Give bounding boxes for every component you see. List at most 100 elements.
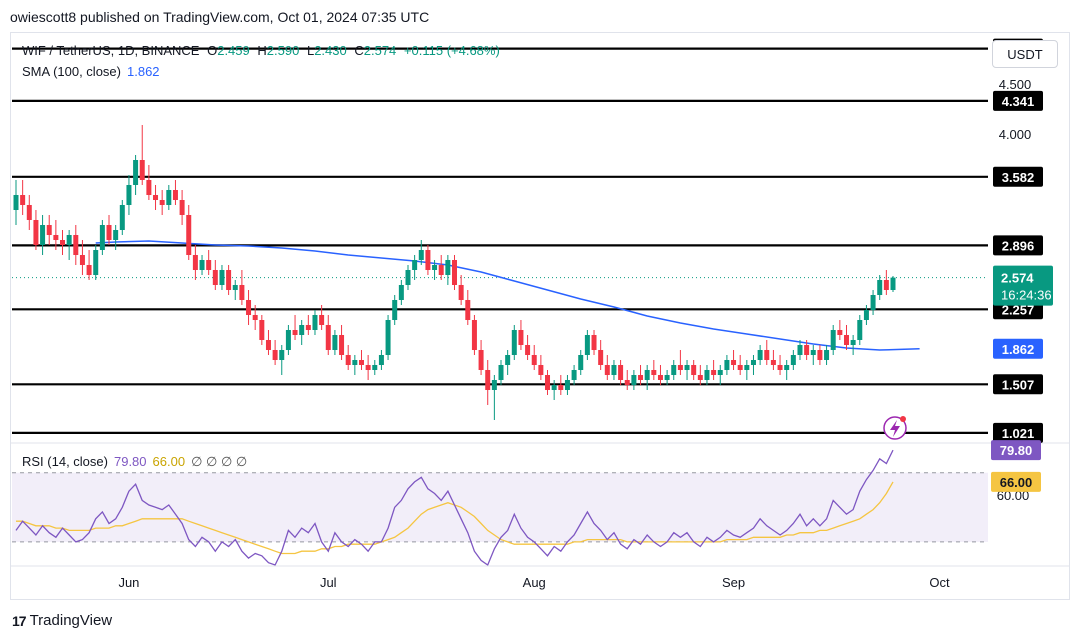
candle-body	[399, 285, 404, 300]
time-axis-label: Oct	[929, 575, 950, 590]
candle-body	[578, 355, 583, 370]
level-label: 4.341	[1002, 94, 1035, 109]
candle-body	[432, 265, 437, 270]
candle-body	[585, 335, 590, 355]
candle-body	[47, 225, 52, 235]
low-value: 2.430	[314, 43, 347, 58]
candle-body	[226, 270, 231, 290]
candle-body	[572, 370, 577, 380]
change-value: +0.115 (+4.68%)	[404, 43, 500, 58]
candle-body	[512, 330, 517, 355]
time-axis-label: Aug	[523, 575, 546, 590]
candle-body	[259, 320, 264, 340]
level-label: 1.021	[1002, 426, 1035, 441]
candle-body	[339, 335, 344, 355]
candle-body	[93, 250, 98, 275]
candle-body	[665, 375, 670, 380]
candle-body	[877, 280, 882, 295]
candle-body	[386, 320, 391, 355]
candle-body	[778, 365, 783, 370]
candle-body	[532, 355, 537, 365]
candle-body	[631, 375, 636, 385]
candle-body	[844, 335, 849, 345]
candle-body	[658, 375, 663, 380]
candle-body	[352, 360, 357, 365]
price-tick-label: 4.000	[999, 127, 1032, 142]
candle-body	[771, 360, 776, 365]
candle-body	[40, 225, 45, 245]
time-axis-label: Jul	[320, 575, 337, 590]
candle-body	[412, 260, 417, 270]
candle-body	[153, 195, 158, 200]
close-label: C	[354, 43, 363, 58]
candle-body	[246, 300, 251, 315]
candle-body	[253, 315, 258, 320]
candle-body	[711, 370, 716, 375]
level-label: 3.582	[1002, 170, 1035, 185]
sma-line	[96, 241, 920, 350]
candle-body	[60, 240, 65, 245]
candle-body	[638, 375, 643, 380]
candle-body	[525, 345, 530, 355]
high-value: 2.590	[267, 43, 300, 58]
candle-body	[166, 190, 171, 205]
candle-body	[758, 350, 763, 360]
close-value: 2.574	[364, 43, 397, 58]
candle-body	[505, 355, 510, 365]
candle-body	[372, 365, 377, 370]
candle-body	[379, 355, 384, 365]
candle-body	[33, 220, 38, 245]
rsi-legend-ma-value: 66.00	[153, 454, 186, 469]
candle-body	[219, 270, 224, 285]
candle-body	[366, 365, 371, 370]
rsi-value-label: 79.80	[1000, 443, 1033, 458]
candle-body	[312, 315, 317, 330]
candle-body	[419, 250, 424, 260]
candle-body	[279, 350, 284, 360]
candle-body	[565, 380, 570, 390]
candle-body	[704, 370, 709, 380]
candle-body	[173, 190, 178, 200]
candle-body	[359, 360, 364, 365]
open-label: O	[207, 43, 217, 58]
tradingview-logo-text: TradingView	[30, 612, 113, 629]
candle-body	[445, 260, 450, 275]
candle-body	[14, 195, 19, 210]
candle-body	[871, 295, 876, 310]
candle-body	[193, 255, 198, 270]
currency-button[interactable]: USDT	[992, 40, 1058, 68]
candle-body	[558, 385, 563, 390]
rsi-legend: RSI (14, close) 79.80 66.00 ∅ ∅ ∅ ∅	[22, 454, 247, 470]
rsi-band	[12, 473, 988, 542]
notification-dot	[900, 416, 906, 422]
candle-body	[67, 235, 72, 245]
candle-body	[764, 350, 769, 360]
candle-body	[651, 370, 656, 375]
candle-body	[213, 270, 218, 285]
candle-body	[319, 315, 324, 325]
candle-body	[107, 225, 112, 240]
high-label: H	[257, 43, 266, 58]
time-axis-label: Jun	[118, 575, 139, 590]
candle-body	[891, 278, 896, 290]
tradingview-logo[interactable]: 17 TradingView	[12, 612, 112, 629]
candle-body	[405, 270, 410, 285]
candle-body	[140, 160, 145, 180]
candle-body	[864, 310, 869, 320]
candle-body	[552, 385, 557, 390]
candle-body	[831, 330, 836, 350]
level-label: 1.507	[1002, 377, 1035, 392]
candle-body	[811, 350, 816, 355]
candle-body	[618, 365, 623, 380]
rsi-legend-value: 79.80	[114, 454, 147, 469]
candle-body	[200, 260, 205, 270]
candle-body	[186, 215, 191, 255]
candle-body	[485, 370, 490, 390]
candle-body	[266, 340, 271, 350]
candle-body	[744, 365, 749, 370]
candle-body	[479, 350, 484, 370]
candle-body	[837, 330, 842, 335]
candle-body	[605, 365, 610, 375]
rsi-legend-extra: ∅ ∅ ∅ ∅	[191, 454, 247, 469]
